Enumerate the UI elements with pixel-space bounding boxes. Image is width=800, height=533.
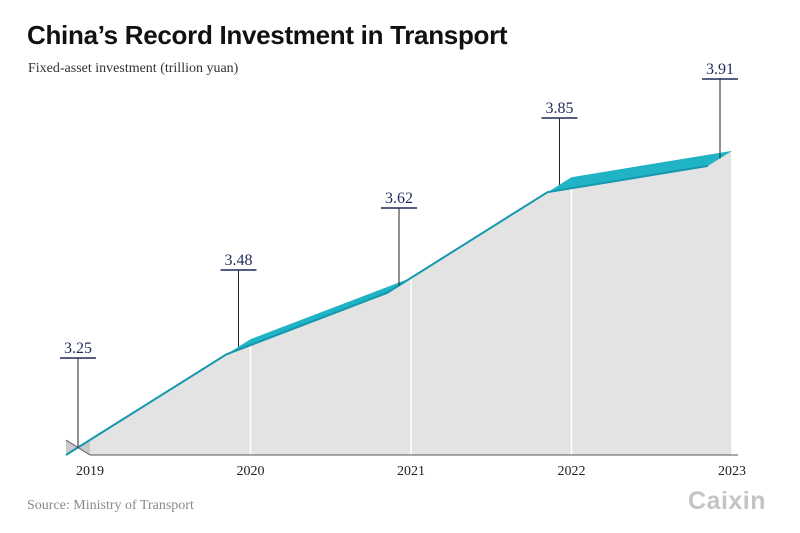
chart-title: China’s Record Investment in Transport <box>27 20 508 50</box>
value-label: 3.91 <box>706 61 734 78</box>
value-label: 3.25 <box>64 340 92 357</box>
chart-subtitle: Fixed-asset investment (trillion yuan) <box>28 61 239 76</box>
x-tick-label: 2023 <box>718 464 746 479</box>
value-label: 3.62 <box>385 190 413 207</box>
x-tick-label: 2020 <box>237 464 265 479</box>
ribbon-front-edge <box>65 164 709 456</box>
caixin-logo: Caixin <box>688 487 767 515</box>
value-label: 3.85 <box>546 100 574 117</box>
x-tick-label: 2022 <box>558 464 586 479</box>
x-tick-label: 2021 <box>397 464 425 479</box>
x-tick-label: 2019 <box>76 464 104 479</box>
source-note: Source: Ministry of Transport <box>27 498 194 513</box>
value-label: 3.48 <box>225 252 253 269</box>
